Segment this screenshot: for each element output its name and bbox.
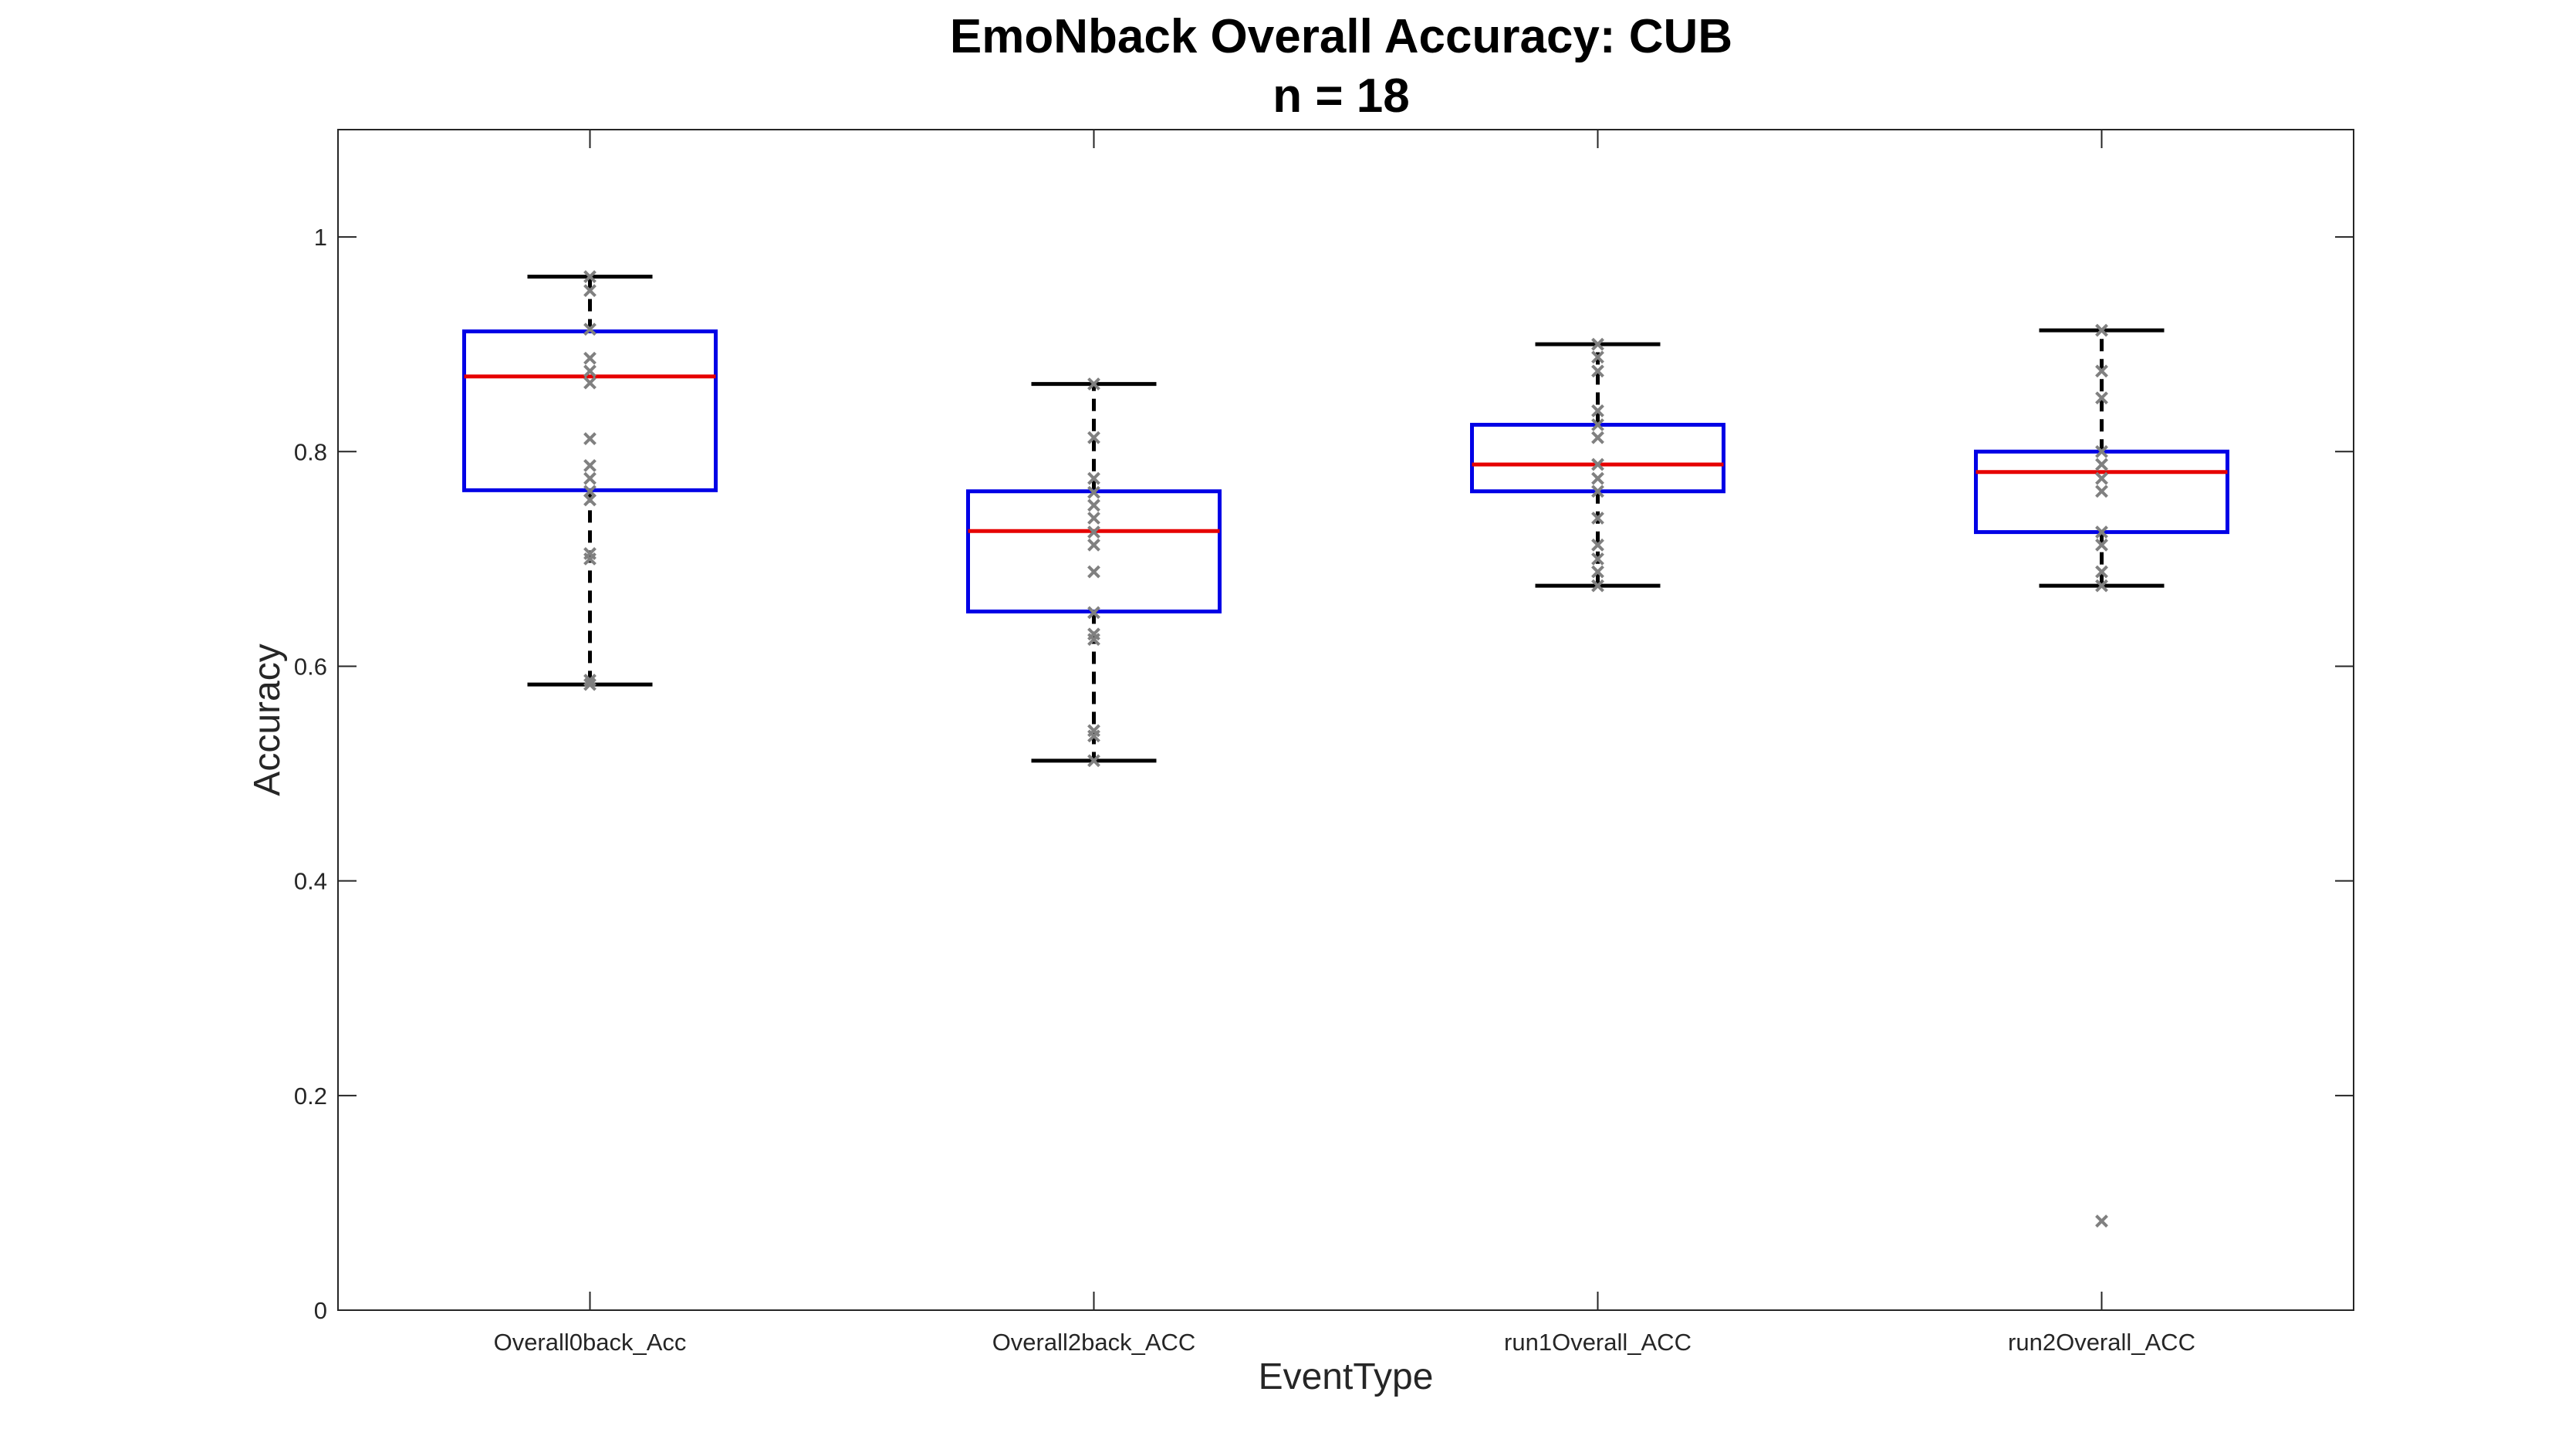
- data-point: [2095, 485, 2108, 498]
- data-point: [583, 458, 597, 472]
- data-point: [1087, 525, 1100, 539]
- data-point: [583, 677, 597, 691]
- data-point: [1087, 512, 1100, 525]
- data-point: [1591, 364, 1604, 378]
- data-point: [2095, 579, 2108, 593]
- data-point: [1591, 431, 1604, 444]
- box-group: [1470, 337, 1725, 593]
- data-point: [583, 364, 597, 378]
- data-point: [583, 284, 597, 298]
- data-point: [1087, 633, 1100, 647]
- data-point: [1591, 337, 1604, 351]
- data-point: [1591, 579, 1604, 593]
- y-tick-label: 0.6: [294, 653, 327, 680]
- data-point: [1591, 471, 1604, 485]
- data-point: [583, 351, 597, 365]
- x-tick-label: Overall2back_ACC: [992, 1329, 1196, 1356]
- data-point: [583, 471, 597, 485]
- data-point: [1087, 485, 1100, 499]
- data-point: [1591, 485, 1604, 498]
- x-tick-label: run2Overall_ACC: [2008, 1329, 2195, 1356]
- data-point: [583, 376, 597, 390]
- x-tick-label: run1Overall_ACC: [1504, 1329, 1692, 1356]
- box-group: [1974, 323, 2229, 1228]
- data-point: [2095, 323, 2108, 337]
- data-point: [1087, 565, 1100, 579]
- y-tick-label: 0.4: [294, 868, 327, 895]
- data-point: [1087, 754, 1100, 768]
- data-point: [583, 323, 597, 336]
- data-point: [583, 270, 597, 283]
- data-point: [1087, 377, 1100, 391]
- data-point: [2095, 538, 2108, 552]
- x-tick-label: Overall0back_Acc: [494, 1329, 687, 1356]
- data-point: [1087, 538, 1100, 552]
- y-axis-label: Accuracy: [247, 644, 288, 796]
- chart-subtitle: n = 18: [1272, 69, 1410, 123]
- data-point: [2095, 458, 2108, 471]
- y-tick-label: 0: [314, 1297, 327, 1324]
- x-axis-ticks: Overall0back_Acc Overall2back_ACC run1Over…: [494, 130, 2195, 1356]
- data-point: [1087, 498, 1100, 512]
- data-point: [583, 674, 597, 687]
- box-group: [462, 270, 718, 691]
- data-point: [2095, 525, 2108, 539]
- y-axis-ticks: 0 0.2 0.4 0.6 0.8 1: [294, 224, 2354, 1324]
- data-point: [2095, 565, 2108, 579]
- data-point: [1087, 471, 1100, 485]
- data-point: [1087, 431, 1100, 444]
- data-point: [1591, 512, 1604, 525]
- data-point: [2095, 364, 2108, 378]
- data-point: [2095, 391, 2108, 405]
- data-point: [1591, 552, 1604, 566]
- data-point: [1591, 538, 1604, 552]
- y-tick-label: 1: [314, 224, 327, 251]
- data-point: [2095, 471, 2108, 485]
- data-point: [583, 432, 597, 445]
- data-point: [1591, 350, 1604, 364]
- y-tick-label: 0.2: [294, 1083, 327, 1110]
- box-group: [966, 377, 1222, 768]
- data-point: [2095, 444, 2108, 458]
- chart-title: EmoNback Overall Accuracy: CUB: [950, 10, 1732, 63]
- x-axis-label: EventType: [1259, 1356, 1434, 1397]
- boxes-layer: [462, 270, 2229, 1228]
- data-point: [1087, 729, 1100, 743]
- data-point: [1087, 606, 1100, 620]
- data-point: [1591, 565, 1604, 579]
- data-point: [583, 552, 597, 566]
- data-point: [1591, 404, 1604, 417]
- data-point: [583, 493, 597, 507]
- data-point: [1591, 418, 1604, 431]
- data-point: [2095, 1214, 2108, 1228]
- y-tick-label: 0.8: [294, 438, 327, 465]
- plot-area: [337, 129, 2354, 1311]
- data-point: [1591, 458, 1604, 471]
